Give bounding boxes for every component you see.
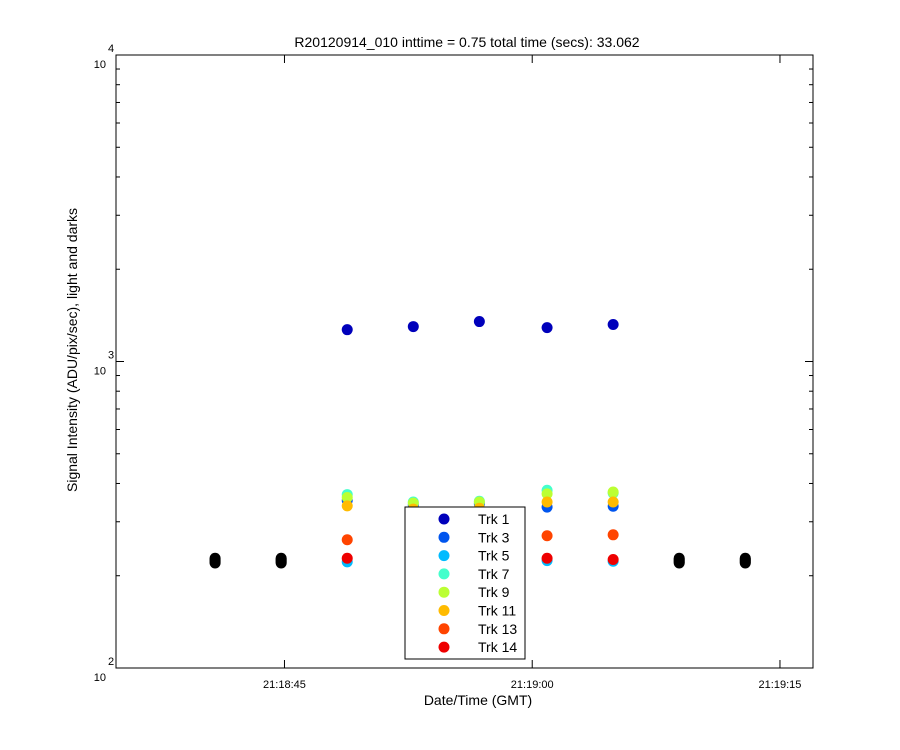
x-tick-label: 21:19:00 <box>511 679 554 691</box>
y-tick-label: 10 <box>94 366 106 378</box>
data-point <box>341 534 353 546</box>
data-point <box>473 316 485 328</box>
legend-marker <box>438 568 450 580</box>
legend-label: Trk 1 <box>478 511 510 527</box>
y-tick-label: 10 <box>94 672 106 684</box>
y-tick-exponent: 4 <box>108 43 114 55</box>
data-point <box>407 321 419 333</box>
data-point <box>541 496 553 508</box>
chart-title: R20120914_010 inttime = 0.75 total time … <box>294 34 639 50</box>
legend-marker <box>438 586 450 598</box>
legend-marker <box>438 623 450 635</box>
y-axis-label: Signal Intensity (ADU/pix/sec), light an… <box>64 208 80 492</box>
dark-point <box>739 552 751 564</box>
data-point <box>607 319 619 331</box>
data-point <box>541 322 553 334</box>
legend-label: Trk 9 <box>478 584 510 600</box>
data-point <box>541 488 553 500</box>
data-point <box>341 324 353 336</box>
minor-ticks <box>116 68 813 577</box>
legend-label: Trk 14 <box>478 639 517 655</box>
x-axis-ticks: 21:18:45 21:19:00 21:19:15 <box>263 55 801 691</box>
legend-label: Trk 13 <box>478 621 517 637</box>
legend-label: Trk 11 <box>478 603 516 619</box>
legend-marker <box>438 550 450 562</box>
legend-label: Trk 5 <box>478 548 510 564</box>
y-tick-exponent: 3 <box>108 350 114 362</box>
data-point <box>607 486 619 498</box>
data-point <box>607 529 619 541</box>
legend-marker <box>438 641 450 653</box>
data-point <box>341 500 353 512</box>
dark-point <box>673 552 685 564</box>
dark-point <box>209 552 221 564</box>
legend: Trk 1 Trk 3 Trk 5 Trk 7 Trk 9 Trk 11 Trk 13 Trk… <box>404 506 526 660</box>
data-point <box>607 553 619 565</box>
x-tick-label: 21:19:15 <box>759 679 802 691</box>
data-point <box>341 552 353 564</box>
x-axis-label: Date/Time (GMT) <box>424 692 532 708</box>
x-tick-label: 21:18:45 <box>263 679 306 691</box>
legend-marker <box>438 605 450 616</box>
dark-point <box>275 552 287 564</box>
y-tick-label: 10 <box>94 59 106 71</box>
legend-label: Trk 7 <box>478 566 510 582</box>
legend-box <box>404 506 526 660</box>
legend-marker <box>438 513 450 525</box>
legend-marker <box>438 531 450 543</box>
data-point <box>341 491 353 503</box>
y-tick-exponent: 2 <box>108 656 114 668</box>
data-point <box>541 552 553 564</box>
data-point <box>607 496 619 508</box>
legend-label: Trk 3 <box>478 529 510 545</box>
data-point <box>541 530 553 542</box>
